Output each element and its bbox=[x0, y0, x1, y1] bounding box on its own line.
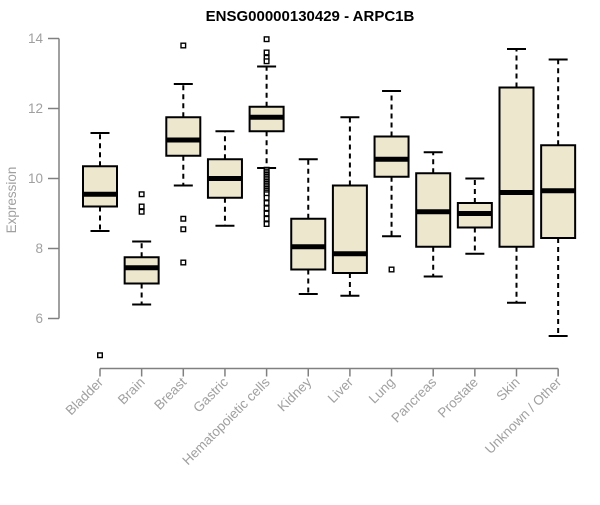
outlier-point-brain bbox=[138, 191, 145, 198]
outlier-point-brain bbox=[138, 208, 145, 215]
x-tick-label-kidney: Kidney bbox=[275, 374, 315, 414]
y-tick-label: 12 bbox=[28, 101, 43, 116]
y-tick-label: 14 bbox=[28, 31, 44, 46]
x-tick-label-prostate: Prostate bbox=[435, 375, 481, 421]
outlier-point-hematopoietic-cells bbox=[263, 205, 270, 212]
boxplot-group-lung bbox=[373, 90, 410, 273]
iqr-box-kidney bbox=[290, 217, 327, 271]
outlier-point-brain bbox=[138, 203, 145, 210]
outlier-point-breast bbox=[180, 215, 187, 222]
y-tick-label: 6 bbox=[35, 311, 43, 326]
x-tick-label-pancreas: Pancreas bbox=[388, 374, 439, 425]
x-tick-label-skin: Skin bbox=[493, 375, 522, 404]
boxplot-group-gastric bbox=[206, 130, 243, 227]
chart-title: ENSG00000130429 - ARPC1B bbox=[206, 8, 415, 25]
boxplot-group-unknown-other bbox=[540, 58, 577, 337]
iqr-box-bladder bbox=[82, 165, 118, 208]
y-axis: 14 12 10 8 6 Expression bbox=[4, 31, 60, 326]
x-tick-label-liver: Liver bbox=[325, 374, 357, 406]
iqr-box-lung bbox=[373, 135, 410, 178]
iqr-box-liver bbox=[331, 184, 368, 274]
outlier-point-breast bbox=[180, 259, 187, 266]
outlier-point-lung bbox=[388, 266, 395, 273]
iqr-box-brain bbox=[123, 256, 160, 285]
outlier-point-hematopoietic-cells bbox=[263, 36, 270, 43]
x-tick-label-breast: Breast bbox=[151, 374, 189, 412]
boxplot-group-breast bbox=[165, 42, 202, 266]
y-tick-label: 10 bbox=[28, 171, 43, 186]
boxplot-group-skin bbox=[498, 48, 535, 304]
x-tick-label-gastric: Gastric bbox=[190, 374, 231, 415]
outlier-point-hematopoietic-cells bbox=[263, 199, 270, 206]
boxplot-group-pancreas bbox=[415, 151, 452, 278]
boxplot-group-kidney bbox=[290, 158, 327, 295]
boxplot-group-brain bbox=[123, 191, 160, 306]
outlier-point-hematopoietic-cells bbox=[263, 210, 270, 217]
x-tick-label-bladder: Bladder bbox=[63, 374, 107, 418]
x-tick-label-unknown-other: Unknown / Other bbox=[482, 374, 565, 457]
iqr-box-breast bbox=[165, 116, 202, 157]
outlier-point-bladder bbox=[96, 352, 103, 359]
y-tick-label: 8 bbox=[35, 241, 43, 256]
outlier-point-hematopoietic-cells bbox=[263, 49, 270, 56]
boxplot-group-liver bbox=[331, 116, 368, 297]
boxplot-group-bladder bbox=[82, 132, 118, 359]
outlier-point-hematopoietic-cells bbox=[263, 58, 270, 65]
outlier-point-breast bbox=[180, 42, 187, 49]
outlier-point-hematopoietic-cells bbox=[263, 194, 270, 201]
boxplot-group-prostate bbox=[456, 177, 493, 255]
x-tick-label-brain: Brain bbox=[115, 375, 148, 408]
y-axis-title: Expression bbox=[4, 167, 19, 234]
iqr-box-skin bbox=[498, 86, 535, 248]
x-tick-label-lung: Lung bbox=[366, 375, 398, 407]
outlier-point-hematopoietic-cells bbox=[263, 220, 270, 227]
outlier-point-hematopoietic-cells bbox=[263, 215, 270, 222]
boxplot-group-hematopoietic-cells bbox=[248, 36, 285, 227]
outlier-point-breast bbox=[180, 226, 187, 233]
